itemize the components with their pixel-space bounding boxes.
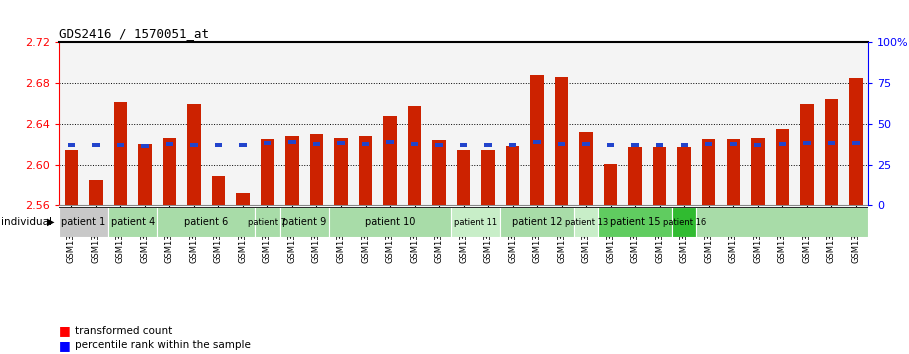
Bar	[313, 142, 320, 146]
Bar	[457, 150, 470, 205]
Text: ■: ■	[59, 339, 71, 352]
Bar	[849, 78, 863, 205]
Bar	[554, 77, 568, 205]
Bar	[212, 176, 225, 205]
Bar	[408, 105, 421, 205]
Bar	[775, 129, 789, 205]
Bar	[359, 136, 373, 205]
Bar	[681, 143, 688, 147]
Bar	[280, 207, 329, 237]
Bar	[310, 134, 324, 205]
Bar	[530, 75, 544, 205]
Text: percentile rank within the sample: percentile rank within the sample	[75, 340, 250, 350]
Bar	[288, 141, 295, 144]
Bar	[215, 143, 222, 147]
Bar	[751, 138, 764, 205]
Bar	[433, 140, 445, 205]
Bar	[500, 207, 574, 237]
Text: patient 7: patient 7	[248, 218, 286, 227]
Bar	[460, 143, 467, 147]
Bar	[329, 207, 452, 237]
Bar	[239, 143, 246, 147]
Bar	[558, 142, 565, 146]
Bar	[138, 144, 152, 205]
Bar	[89, 180, 103, 205]
Bar	[607, 143, 614, 147]
Text: patient 9: patient 9	[282, 217, 326, 227]
Bar	[730, 142, 737, 146]
Bar	[583, 142, 590, 146]
Bar	[628, 147, 642, 205]
Bar	[598, 207, 672, 237]
Bar	[677, 147, 691, 205]
Bar	[165, 142, 173, 146]
Bar	[705, 142, 713, 146]
Text: transformed count: transformed count	[75, 326, 172, 336]
Bar	[696, 207, 868, 237]
Bar	[482, 150, 494, 205]
Text: patient 13: patient 13	[564, 218, 608, 227]
Bar	[824, 99, 838, 205]
Text: patient 10: patient 10	[365, 217, 415, 227]
Bar	[187, 104, 201, 205]
Text: individual: individual	[1, 217, 52, 227]
Bar	[285, 136, 299, 205]
Text: patient 12: patient 12	[512, 217, 563, 227]
Bar	[506, 146, 519, 205]
Text: patient 4: patient 4	[111, 217, 155, 227]
Bar	[362, 142, 369, 146]
Bar	[255, 207, 280, 237]
Bar	[163, 138, 176, 205]
Bar	[335, 138, 348, 205]
Bar	[411, 142, 418, 146]
Bar	[261, 139, 275, 205]
Text: ■: ■	[59, 325, 71, 337]
Bar	[59, 207, 108, 237]
Bar	[116, 143, 125, 147]
Bar	[702, 139, 715, 205]
Bar	[236, 193, 250, 205]
Text: patient 16: patient 16	[663, 218, 706, 227]
Bar	[604, 164, 617, 205]
Bar	[534, 141, 541, 144]
Bar	[656, 143, 664, 147]
Bar	[337, 142, 345, 145]
Bar	[92, 143, 100, 147]
Bar	[65, 150, 78, 205]
Bar	[264, 142, 271, 145]
Text: patient 6: patient 6	[184, 217, 228, 227]
Bar	[653, 147, 666, 205]
Bar	[509, 143, 516, 147]
Bar	[67, 143, 75, 147]
Bar	[754, 143, 762, 147]
Text: patient 15: patient 15	[610, 217, 661, 227]
Text: patient 11: patient 11	[454, 218, 497, 227]
Bar	[452, 207, 500, 237]
Bar	[632, 143, 639, 147]
Bar	[579, 132, 593, 205]
Bar	[484, 143, 492, 147]
Bar	[386, 141, 394, 144]
Bar	[803, 142, 811, 145]
Bar	[384, 116, 397, 205]
Bar	[435, 143, 443, 147]
Text: ▶: ▶	[47, 217, 55, 227]
Bar	[141, 144, 148, 148]
Bar	[190, 143, 197, 147]
Bar	[726, 139, 740, 205]
Bar	[157, 207, 255, 237]
Bar	[800, 104, 814, 205]
Bar	[672, 207, 696, 237]
Text: patient 1: patient 1	[62, 217, 105, 227]
Bar	[852, 142, 860, 145]
Bar	[574, 207, 598, 237]
Bar	[114, 102, 127, 205]
Bar	[779, 142, 786, 146]
Bar	[108, 207, 157, 237]
Bar	[827, 142, 835, 145]
Text: GDS2416 / 1570051_at: GDS2416 / 1570051_at	[59, 27, 209, 40]
